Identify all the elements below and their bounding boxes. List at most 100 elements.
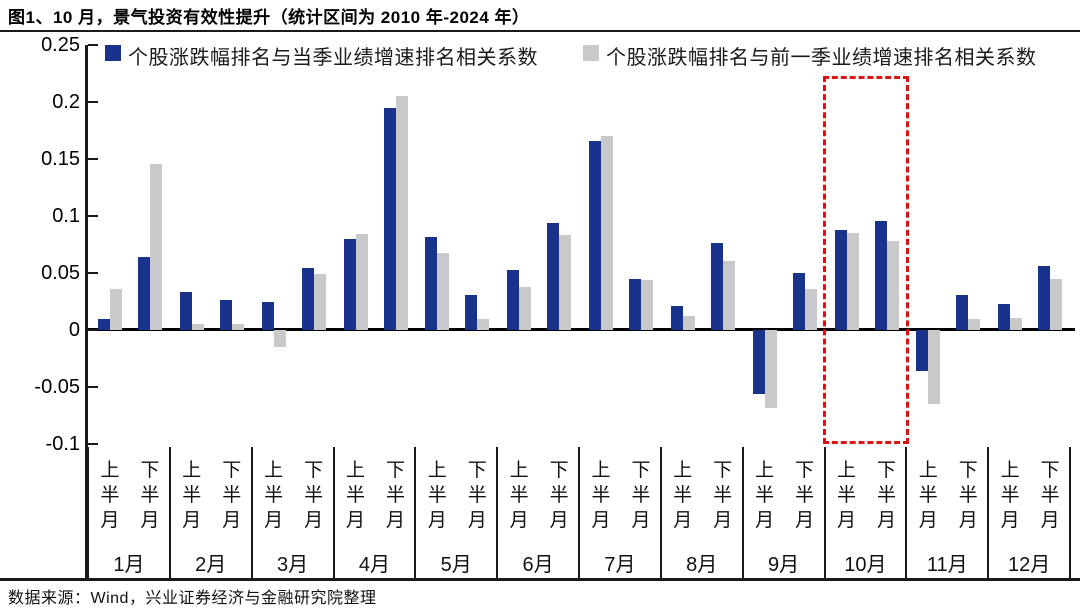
y-axis-tick [88, 101, 98, 103]
bar-previous-quarter-3月-上半月 [273, 330, 286, 348]
month-separator [823, 447, 826, 578]
month-separator [905, 447, 908, 578]
half-month-label: 下半月 [304, 460, 324, 531]
half-month-label: 上半月 [673, 460, 693, 531]
bar-previous-quarter-1月-上半月 [110, 289, 122, 330]
bar-current-quarter-5月-上半月 [425, 236, 438, 330]
bar-current-quarter-6月-上半月 [507, 269, 520, 330]
bar-previous-quarter-8月-下半月 [722, 260, 735, 330]
y-axis-tick [88, 215, 98, 217]
half-month-label: 上半月 [836, 460, 856, 531]
highlight-box-october [822, 76, 910, 444]
bar-current-quarter-2月-下半月 [219, 300, 232, 330]
month-label: 1月 [113, 554, 145, 576]
bar-current-quarter-3月-下半月 [301, 268, 314, 330]
month-separator [168, 447, 171, 578]
bar-current-quarter-8月-上半月 [670, 306, 683, 330]
bar-previous-quarter-5月-下半月 [477, 318, 490, 330]
bar-current-quarter-7月-上半月 [589, 140, 601, 330]
half-month-label: 下半月 [140, 460, 160, 531]
bar-current-quarter-4月-下半月 [383, 107, 396, 330]
bar-current-quarter-9月-上半月 [752, 330, 765, 394]
bar-previous-quarter-1月-下半月 [150, 163, 162, 330]
month-label: 12月 [1007, 554, 1051, 576]
bar-current-quarter-10月-上半月 [834, 229, 847, 330]
month-separator [250, 447, 253, 578]
bar-previous-quarter-9月-上半月 [764, 330, 777, 408]
half-month-label: 下半月 [549, 460, 569, 531]
bar-previous-quarter-12月-上半月 [1010, 317, 1023, 330]
bar-previous-quarter-11月-下半月 [968, 318, 981, 330]
bar-current-quarter-3月-上半月 [261, 301, 274, 330]
y-axis-tick [88, 443, 98, 445]
bar-current-quarter-1月-上半月 [98, 318, 110, 330]
bottom-divider [0, 578, 1080, 581]
half-month-label: 下半月 [467, 460, 487, 531]
bar-current-quarter-6月-下半月 [547, 222, 560, 330]
month-separator [332, 447, 335, 578]
bar-current-quarter-10月-下半月 [874, 220, 887, 330]
y-axis-tick [88, 272, 98, 274]
month-separator [578, 447, 580, 578]
bar-previous-quarter-7月-下半月 [641, 279, 653, 330]
y-axis-tick-label: 0.05 [41, 262, 80, 284]
bar-current-quarter-4月-上半月 [343, 238, 356, 330]
chart-title: 图1、10 月，景气投资有效性提升（统计区间为 2010 年-2024 年） [8, 8, 530, 27]
half-month-label: 上半月 [100, 460, 120, 531]
bar-current-quarter-12月-下半月 [1038, 266, 1051, 330]
half-month-label: 上半月 [755, 460, 775, 531]
y-axis-tick-label: 0.1 [52, 205, 80, 227]
half-month-label: 上半月 [591, 460, 611, 531]
bar-previous-quarter-7月-上半月 [601, 136, 613, 330]
y-axis-tick [88, 386, 98, 388]
month-label: 4月 [358, 554, 390, 576]
title-divider [0, 30, 1080, 32]
bar-previous-quarter-4月-上半月 [355, 234, 368, 330]
month-label: 3月 [277, 554, 309, 576]
month-label: 9月 [768, 554, 800, 576]
zero-baseline [88, 328, 1075, 331]
bar-previous-quarter-12月-下半月 [1050, 278, 1063, 330]
half-month-label: 下半月 [958, 460, 978, 531]
bar-current-quarter-11月-上半月 [916, 330, 929, 371]
y-axis-tick-label: -0.05 [34, 376, 80, 398]
y-axis-tick [88, 44, 98, 46]
y-axis-tick [88, 158, 98, 160]
half-month-label: 下半月 [631, 460, 651, 531]
month-separator [414, 447, 417, 578]
bar-previous-quarter-3月-下半月 [313, 274, 326, 330]
bar-current-quarter-9月-下半月 [792, 273, 805, 330]
y-axis-tick-label: -0.1 [45, 433, 80, 455]
y-axis-line [85, 45, 88, 581]
bar-previous-quarter-6月-下半月 [559, 235, 572, 330]
y-axis-tick-label: 0 [68, 319, 80, 341]
legend-swatch-previous-quarter [583, 45, 599, 61]
y-axis-tick [88, 329, 98, 331]
half-month-label: 下半月 [876, 460, 896, 531]
bar-current-quarter-11月-下半月 [956, 294, 969, 330]
source-note: 数据来源：Wind，兴业证券经济与金融研究院整理 [8, 590, 377, 607]
bar-current-quarter-1月-下半月 [138, 257, 150, 330]
month-separator [741, 447, 744, 578]
half-month-label: 上半月 [182, 460, 202, 531]
month-label: 6月 [522, 554, 554, 576]
bar-previous-quarter-2月-上半月 [191, 324, 204, 330]
month-separator [659, 447, 662, 578]
month-label: 10月 [844, 554, 887, 576]
half-month-label: 下半月 [713, 460, 733, 531]
bar-current-quarter-5月-下半月 [465, 294, 478, 330]
month-separator [496, 447, 499, 578]
half-month-label: 上半月 [509, 460, 529, 531]
month-label: 5月 [440, 554, 472, 576]
month-label: 2月 [195, 554, 227, 576]
month-label: 8月 [686, 554, 718, 576]
bar-current-quarter-2月-上半月 [179, 292, 192, 330]
month-separator [1069, 447, 1071, 578]
legend-swatch-current-quarter [105, 45, 121, 61]
legend-label-current-quarter: 个股涨跌幅排名与当季业绩增速排名相关系数 [128, 47, 538, 69]
bar-current-quarter-7月-下半月 [629, 278, 641, 330]
half-month-label: 下半月 [1040, 460, 1060, 531]
half-month-label: 上半月 [918, 460, 938, 531]
half-month-label: 上半月 [264, 460, 284, 531]
